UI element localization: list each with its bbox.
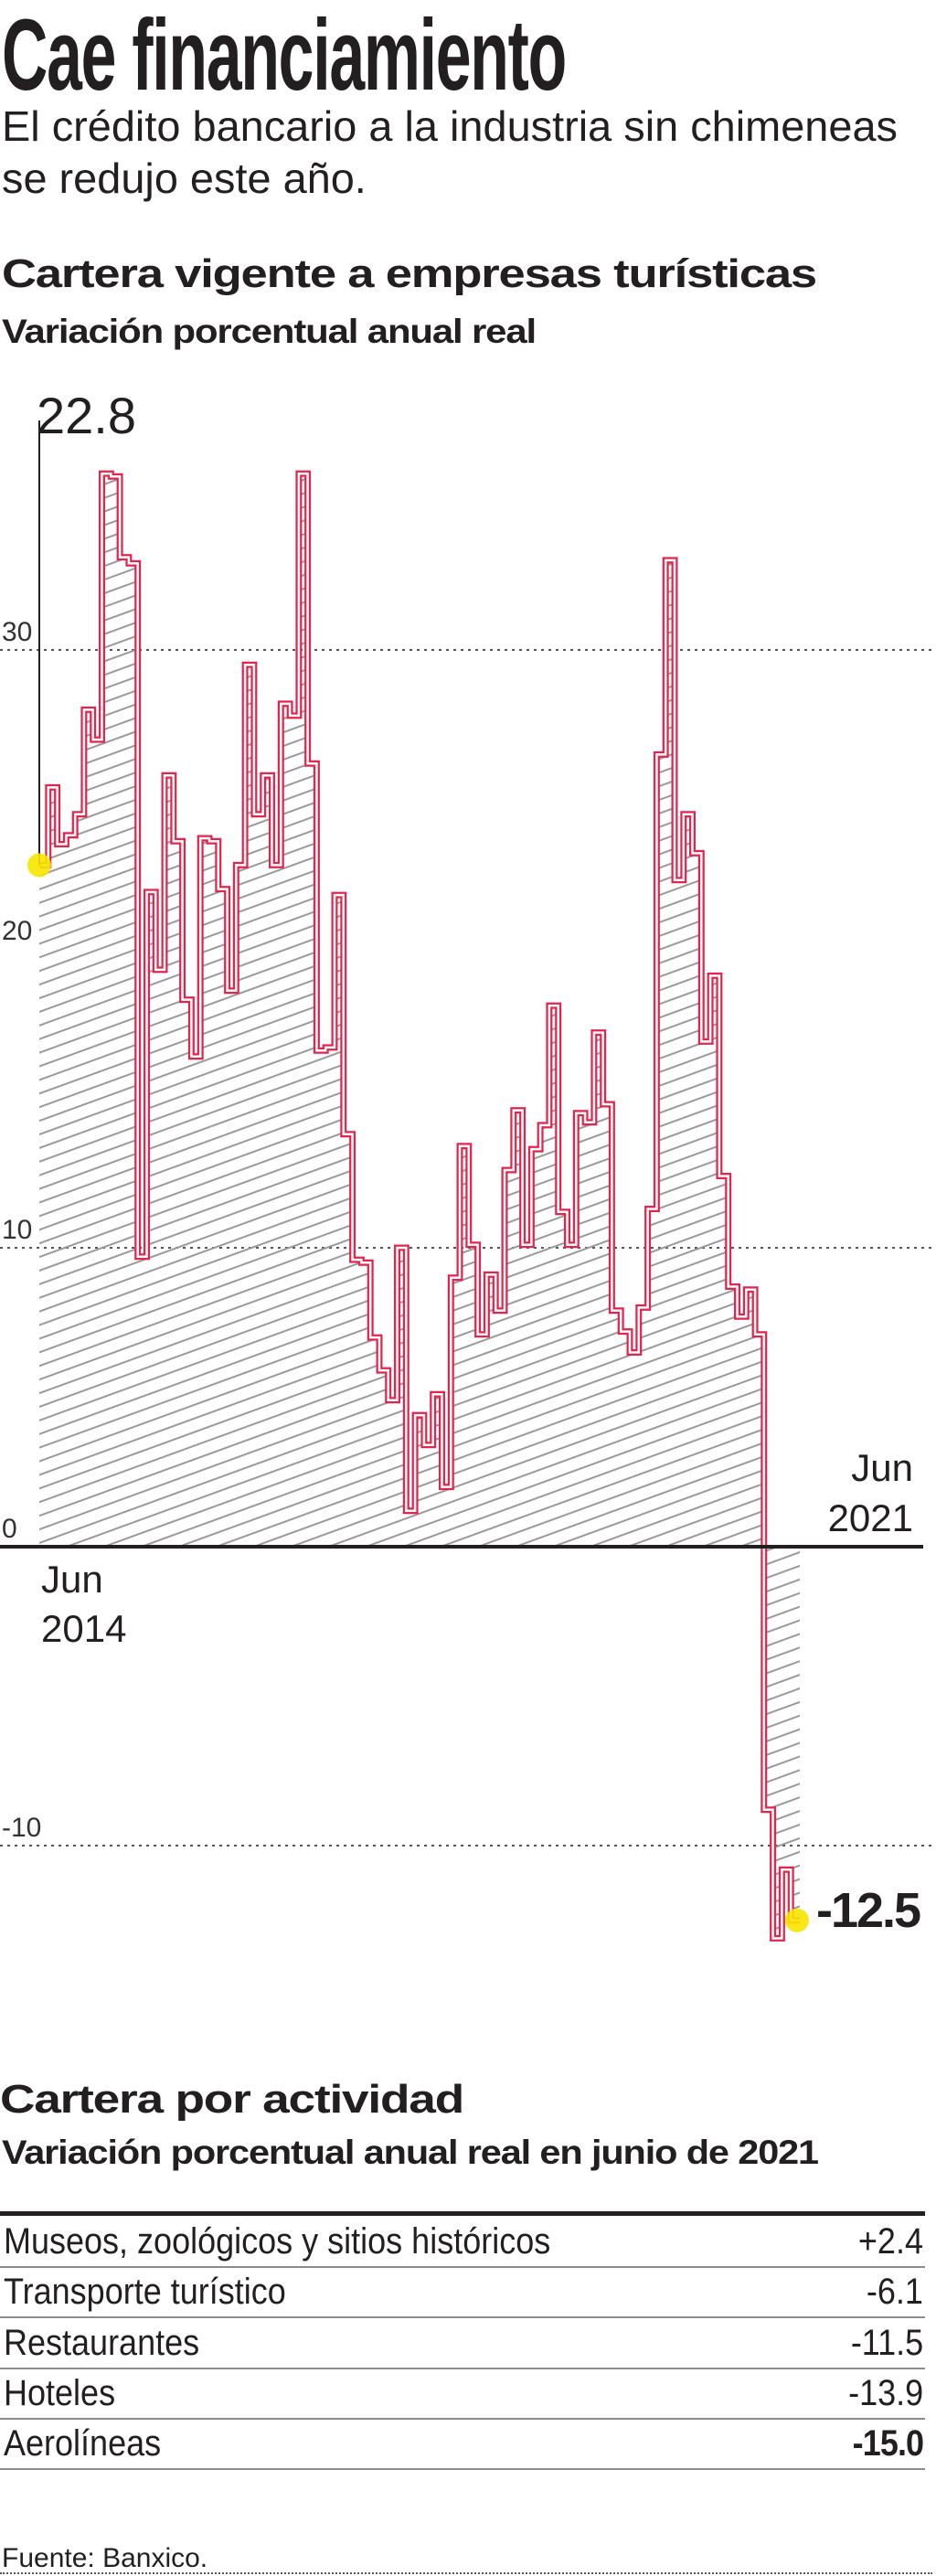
- subtitle-line-1: El crédito bancario a la industria sin c…: [2, 105, 898, 147]
- table-subtitle-text: Variación porcentual anual real en junio…: [2, 2134, 819, 2171]
- table-top-rule: [0, 2211, 925, 2216]
- y-tick-label: 0: [2, 1514, 17, 1544]
- activity-label: Museos, zoológicos y sitios históricos: [4, 2221, 551, 2262]
- subtitle-text-2: se redujo este año.: [2, 154, 367, 202]
- end-point-marker: [785, 1908, 809, 1932]
- x-axis-label-start: Jun: [41, 1558, 103, 1601]
- table-row: Museos, zoológicos y sitios históricos +2…: [0, 2216, 925, 2268]
- activity-value: -11.5: [850, 2323, 923, 2363]
- subtitle-text-1: El crédito bancario a la industria sin c…: [2, 102, 898, 150]
- activity-label: Transporte turístico: [4, 2272, 286, 2312]
- activity-value: -15.0: [852, 2423, 923, 2464]
- x-axis-label-start: 2014: [41, 1607, 126, 1650]
- y-tick-label: -10: [2, 1813, 41, 1843]
- series-line-inner: [39, 472, 800, 1940]
- source-note: Fuente: Banxico.: [2, 2543, 208, 2573]
- activity-label: Restaurantes: [4, 2323, 200, 2363]
- chart-subtitle: Variación porcentual anual real: [2, 314, 537, 348]
- activity-value: -6.1: [866, 2272, 923, 2312]
- table-title-text: Cartera por actividad: [0, 2077, 464, 2122]
- table-row: Hoteles -13.9: [0, 2368, 925, 2420]
- step-chart: 30 20 10 0 -10 22.8 -12.5 Jun 2014 Jun 2021: [0, 387, 932, 1942]
- table-row: Aerolíneas -15.0: [0, 2418, 925, 2470]
- activity-value: -13.9: [847, 2373, 923, 2413]
- subtitle-line-2: se redujo este año.: [2, 157, 367, 199]
- source-divider: [0, 2572, 932, 2574]
- x-axis-label-end: 2021: [828, 1496, 913, 1539]
- y-tick-label: 10: [2, 1215, 32, 1245]
- x-axis-label-end: Jun: [851, 1446, 913, 1489]
- main-title-text: Cae financiamiento: [2, 0, 567, 112]
- table-row: Transporte turístico -6.1: [0, 2266, 925, 2318]
- activity-label: Aerolíneas: [4, 2423, 162, 2464]
- y-tick-label: 20: [2, 916, 32, 946]
- chart-title: Cartera vigente a empresas turísticas: [2, 254, 817, 294]
- table-row: Restaurantes -11.5: [0, 2317, 925, 2369]
- chart-subtitle-text: Variación porcentual anual real: [2, 313, 537, 350]
- y-tick-label: 30: [2, 617, 32, 647]
- activity-label: Hoteles: [4, 2373, 116, 2413]
- start-point-marker: [27, 853, 51, 878]
- last-value-label: -12.5: [816, 1883, 920, 1938]
- chart-title-text: Cartera vigente a empresas turísticas: [2, 251, 817, 296]
- activity-value: +2.4: [857, 2221, 923, 2262]
- table-subtitle: Variación porcentual anual real en junio…: [2, 2135, 819, 2169]
- table-title: Cartera por actividad: [0, 2080, 464, 2120]
- hatched-area: [39, 474, 800, 1939]
- main-title: Cae financiamiento: [2, 5, 891, 106]
- first-value-label: 22.8: [37, 387, 136, 444]
